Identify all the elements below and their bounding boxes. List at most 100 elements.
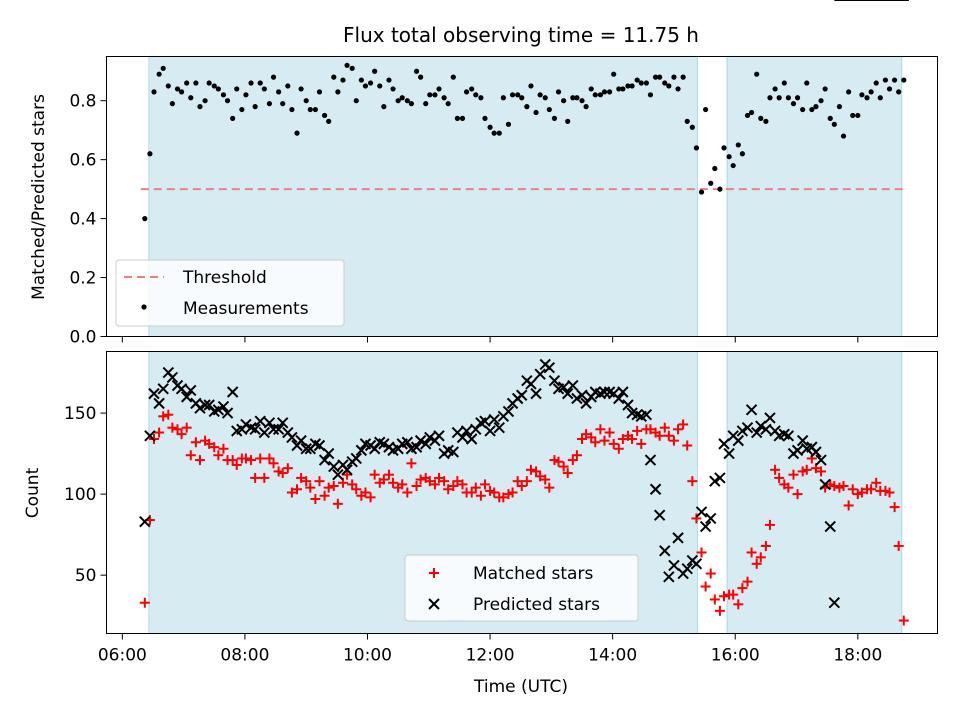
cross-stroke-b bbox=[144, 430, 156, 442]
measurement-point bbox=[662, 80, 668, 86]
predicted-point bbox=[571, 392, 583, 405]
predicted-point bbox=[180, 391, 193, 403]
measurement-point bbox=[840, 133, 847, 139]
x-tick-label: 06:00 bbox=[98, 646, 147, 666]
matched-point bbox=[696, 547, 707, 558]
cross-stroke-b bbox=[516, 389, 528, 401]
matched-point bbox=[571, 450, 582, 461]
predicted-point bbox=[249, 423, 261, 436]
predicted-point bbox=[598, 386, 611, 398]
measurement-point bbox=[776, 95, 782, 101]
predicted-point bbox=[401, 436, 414, 448]
measurement-point bbox=[445, 101, 451, 107]
measurement-point bbox=[326, 118, 332, 124]
bottom-axes-frame bbox=[106, 351, 938, 634]
predicted-point bbox=[318, 454, 331, 466]
predicted-point bbox=[221, 407, 234, 419]
cross-stroke-b bbox=[690, 558, 703, 570]
cross-stroke-b bbox=[194, 402, 206, 414]
matched-point bbox=[719, 591, 730, 602]
predicted-point bbox=[355, 444, 368, 457]
cross-stroke-b bbox=[653, 509, 666, 521]
cross-stroke-b bbox=[796, 434, 809, 447]
measurement-point bbox=[804, 80, 810, 86]
cross-stroke-b bbox=[810, 446, 822, 458]
matched-point bbox=[314, 476, 325, 487]
predicted-point bbox=[548, 374, 561, 387]
predicted-point bbox=[139, 515, 151, 528]
measurement-point bbox=[478, 95, 484, 101]
predicted-point bbox=[718, 438, 730, 450]
measurement-point bbox=[215, 86, 221, 92]
measurement-point bbox=[390, 86, 396, 92]
cross-stroke-b bbox=[447, 446, 460, 458]
matched-point bbox=[167, 422, 178, 433]
bottom-x-ticks: 06:00 08:00 10:00 12:00 14:00 16:00 18:00 bbox=[98, 633, 882, 666]
matched-point bbox=[829, 481, 840, 492]
bottom-legend-box bbox=[404, 554, 639, 622]
cross-stroke-b bbox=[493, 421, 505, 434]
measurement-point bbox=[555, 89, 562, 95]
measurement-point bbox=[886, 86, 893, 92]
cross-stroke-b bbox=[732, 434, 745, 447]
predicted-point bbox=[525, 378, 537, 390]
measurement-point bbox=[666, 83, 672, 89]
measurement-point bbox=[469, 86, 475, 92]
measurement-point bbox=[270, 74, 277, 80]
predicted-point bbox=[157, 383, 169, 395]
top-legend-box bbox=[115, 259, 345, 327]
measurement-point bbox=[367, 80, 374, 86]
measurement-point bbox=[601, 89, 608, 95]
x-tick-label: 18:00 bbox=[833, 646, 882, 666]
matched-point bbox=[760, 540, 771, 551]
matched-point bbox=[801, 464, 812, 475]
measurement-point bbox=[537, 92, 543, 98]
measurement-point bbox=[790, 101, 797, 107]
matched-point bbox=[292, 484, 303, 495]
matched-point bbox=[535, 471, 546, 482]
measurement-point bbox=[528, 83, 534, 89]
matched-point bbox=[788, 469, 799, 480]
predicted-point bbox=[502, 405, 515, 418]
matched-point bbox=[351, 484, 362, 495]
matched-point bbox=[268, 458, 279, 469]
predicted-point bbox=[782, 430, 795, 442]
cross-stroke-b bbox=[249, 423, 261, 436]
measurement-point bbox=[266, 101, 273, 107]
measurement-point bbox=[450, 74, 456, 80]
matched-point bbox=[443, 484, 454, 495]
matched-point bbox=[163, 409, 174, 420]
predicted-point bbox=[212, 404, 225, 416]
measurement-point bbox=[408, 101, 415, 107]
measurement-point bbox=[147, 151, 153, 157]
predicted-point bbox=[217, 400, 230, 413]
predicted-point bbox=[488, 413, 500, 426]
measurement-point bbox=[509, 92, 516, 98]
measurement-point bbox=[294, 130, 300, 136]
cross-stroke-b bbox=[736, 425, 749, 437]
predicted-point bbox=[659, 545, 671, 557]
x-tick-label: 10:00 bbox=[343, 646, 392, 666]
matched-point bbox=[884, 487, 895, 498]
matched-point bbox=[301, 476, 312, 487]
matched-point bbox=[204, 438, 215, 449]
cross-stroke-b bbox=[819, 478, 831, 491]
cross-stroke-b bbox=[318, 454, 331, 466]
matched-point bbox=[498, 492, 509, 503]
measurement-point bbox=[340, 77, 346, 83]
predicted-legend-icon bbox=[428, 598, 440, 610]
measurement-point bbox=[882, 77, 889, 83]
cross-stroke-b bbox=[217, 400, 230, 413]
matched-point bbox=[277, 468, 288, 479]
threshold-legend-label: Threshold bbox=[182, 268, 267, 288]
predicted-point bbox=[750, 426, 763, 439]
predicted-point bbox=[534, 368, 546, 380]
chart-title: Flux total observing time = 11.75 h bbox=[343, 23, 699, 47]
cross-stroke-b bbox=[723, 447, 735, 460]
bottom-panel: 50 100 150 06:00 08:00 10:00 12:00 14:00 16:00 1… bbox=[23, 0, 938, 697]
measurement-point bbox=[436, 86, 442, 92]
cross-stroke-b bbox=[622, 399, 634, 411]
cross-stroke-b bbox=[245, 421, 257, 434]
measurement-point bbox=[404, 98, 410, 104]
cross-stroke-b bbox=[309, 438, 322, 450]
